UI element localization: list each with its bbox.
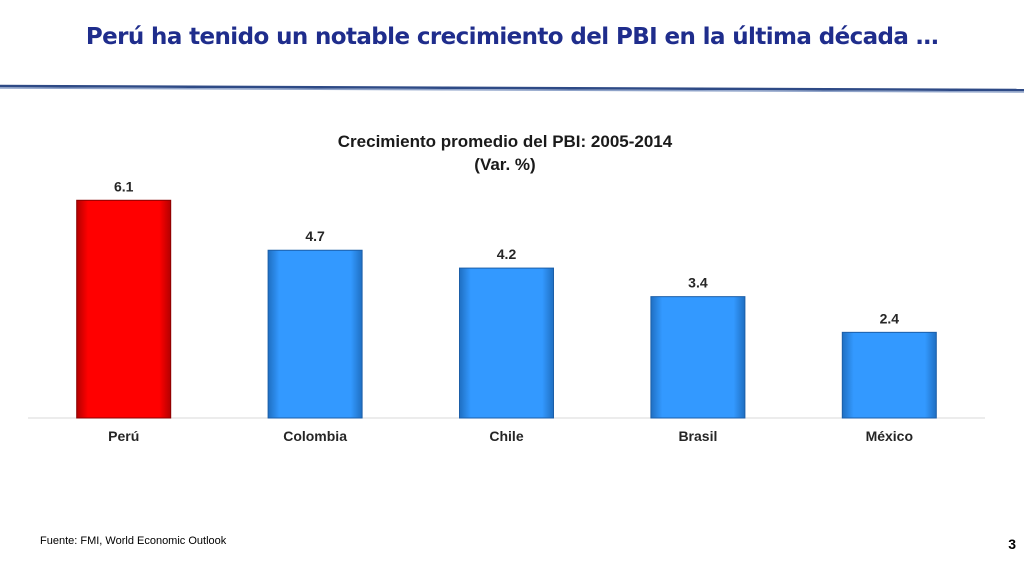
chart-subtitle: (Var. %): [474, 155, 536, 174]
title-divider: [0, 84, 1024, 93]
category-label-1: Colombia: [283, 428, 347, 444]
category-label-2: Chile: [489, 428, 523, 444]
bar-0: [76, 199, 172, 419]
data-label-2: 4.2: [497, 246, 517, 262]
chart-title-main: Crecimiento promedio del PBI: 2005-2014: [337, 132, 673, 151]
data-label-4: 2.4: [880, 310, 900, 326]
data-label-1: 4.7: [305, 228, 325, 244]
category-label-4: México: [866, 428, 913, 444]
chart-title: Crecimiento promedio del PBI: 2005-2014 …: [260, 130, 750, 176]
page-number: 3: [1008, 536, 1016, 552]
slide-title: Perú ha tenido un notable crecimiento de…: [85, 24, 939, 50]
category-label-3: Brasil: [678, 428, 717, 444]
category-label-0: Perú: [108, 428, 139, 444]
data-label-0: 6.1: [114, 178, 134, 194]
source-note: Fuente: FMI, World Economic Outlook: [40, 535, 227, 547]
bar-3: [650, 296, 746, 419]
bar-4: [841, 331, 937, 419]
bar-2: [459, 267, 554, 419]
bar-1: [267, 249, 363, 419]
data-label-3: 3.4: [688, 275, 708, 291]
